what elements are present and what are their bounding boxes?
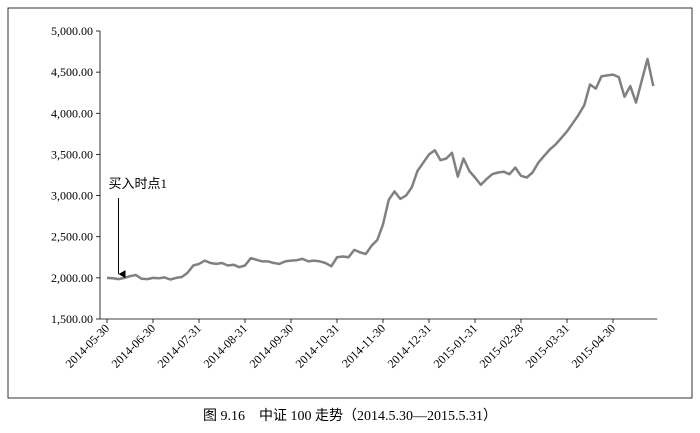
- x-tick-label: 2015-04-30: [569, 321, 618, 370]
- x-tick-label: 2015-02-28: [477, 321, 526, 370]
- line: [106, 57, 655, 281]
- x-tick-label: 2014-09-30: [247, 321, 296, 370]
- y-tick-label: 4,000.00: [51, 106, 93, 120]
- y-tick-label: 3,000.00: [51, 189, 93, 203]
- x-tick-label: 2014-07-31: [155, 321, 204, 370]
- x-tick-label: 2014-10-31: [293, 321, 342, 370]
- x-tick-label: 2014-05-30: [63, 321, 112, 370]
- x-tick-label: 2014-06-30: [109, 321, 158, 370]
- chart-frame: [7, 7, 693, 399]
- y-tick-label: 4,500.00: [51, 65, 93, 79]
- caption: 图 9.16 中证 100 走势（2014.5.30—2015.5.31）: [203, 408, 497, 424]
- y-tick-label: 1,500.00: [51, 312, 93, 326]
- x-tick-label: 2015-03-31: [523, 321, 572, 370]
- y-tick-label: 5,000.00: [51, 24, 93, 38]
- x-tick-label: 2014-11-30: [339, 321, 388, 370]
- x-tick-label: 2014-08-31: [201, 321, 250, 370]
- y-tick-label: 3,500.00: [51, 147, 93, 161]
- annotation: 买入时点1: [109, 176, 168, 191]
- y-tick-label: 2,500.00: [51, 230, 93, 244]
- x-tick-label: 2015-01-31: [431, 321, 480, 370]
- x-tick-label: 2014-12-31: [385, 321, 434, 370]
- y-tick-label: 2,000.00: [51, 271, 93, 285]
